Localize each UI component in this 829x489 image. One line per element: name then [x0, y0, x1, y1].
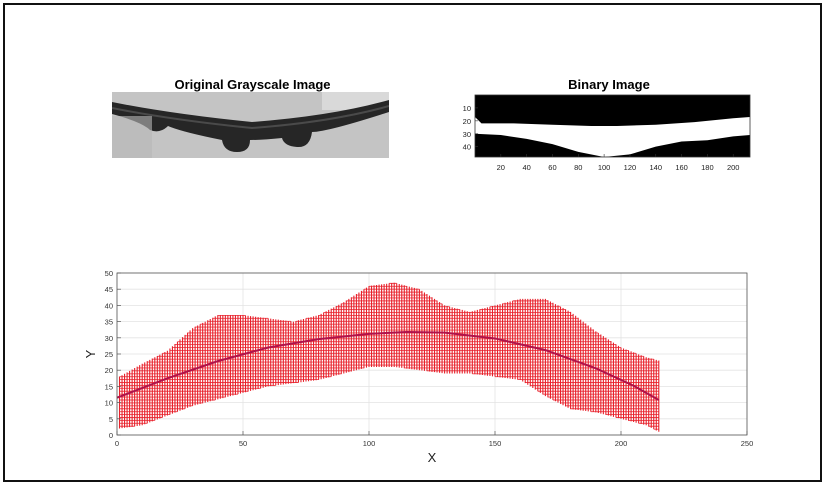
binary-y-tick-label: 10 — [463, 104, 471, 113]
red-plus-marker-horizontal-strokes — [119, 282, 659, 430]
binary-object-region — [475, 116, 750, 157]
y-tick-label: 30 — [105, 334, 113, 343]
binary-axes-box — [474, 94, 751, 158]
x-tick-label: 100 — [363, 439, 376, 448]
y-tick-label: 10 — [105, 399, 113, 408]
binary-image-axes: 20 40 60 80 100 120 140 160 180 200 10 20 30 40 — [463, 94, 751, 172]
binary-x-tick-label: 160 — [675, 163, 688, 172]
binary-x-tick-label: 120 — [624, 163, 637, 172]
original-grayscale-image — [112, 92, 389, 158]
y-axis-label: Y — [83, 349, 98, 358]
y-tick-label: 35 — [105, 318, 113, 327]
binary-y-tick-label: 30 — [463, 130, 471, 139]
binary-x-tick-label: 60 — [548, 163, 556, 172]
binary-y-tick-label: 40 — [463, 143, 471, 152]
binary-y-tick-label: 20 — [463, 117, 471, 126]
original-image-title: Original Grayscale Image — [174, 77, 331, 92]
y-tick-label: 50 — [105, 269, 113, 278]
y-tick-label: 45 — [105, 285, 113, 294]
x-tick-label: 250 — [741, 439, 754, 448]
binary-image-title: Binary Image — [568, 77, 650, 92]
binary-x-tick-label: 40 — [522, 163, 530, 172]
x-tick-label: 0 — [115, 439, 119, 448]
figure-frame: Original Grayscale Image Binary Image 20… — [3, 3, 822, 482]
fitted-curve — [116, 330, 660, 401]
binary-x-tick-label: 200 — [727, 163, 740, 172]
binary-x-tick-label: 80 — [574, 163, 582, 172]
y-tick-label: 40 — [105, 301, 113, 310]
x-tick-label: 50 — [239, 439, 247, 448]
x-axis-label: X — [428, 450, 437, 463]
binary-x-tick-label: 140 — [649, 163, 662, 172]
binary-x-tick-label: 20 — [497, 163, 505, 172]
binary-x-tick-label: 100 — [598, 163, 611, 172]
x-tick-label: 200 — [615, 439, 628, 448]
y-tick-label: 0 — [109, 431, 113, 440]
scatter-plot: 0 50 100 150 200 250 0 5 10 15 20 25 30 35 40 45 50 X Y — [83, 269, 754, 463]
x-tick-label: 150 — [489, 439, 502, 448]
binary-x-tick-label: 180 — [701, 163, 714, 172]
y-tick-label: 25 — [105, 350, 113, 359]
y-tick-label: 5 — [109, 415, 113, 424]
y-tick-label: 15 — [105, 382, 113, 391]
y-tick-label: 20 — [105, 366, 113, 375]
